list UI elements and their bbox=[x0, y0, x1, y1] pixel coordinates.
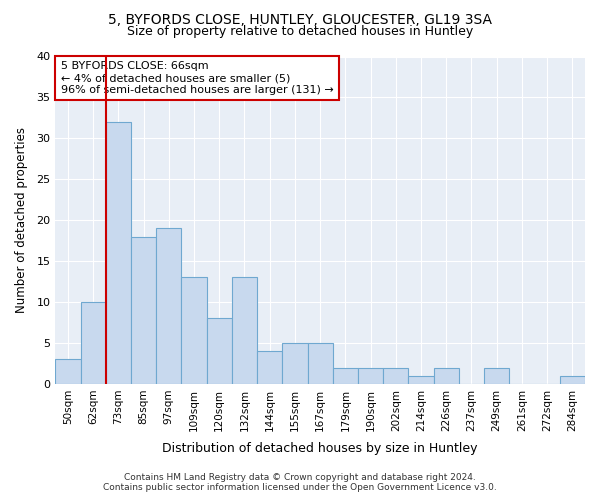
Bar bbox=[106, 122, 131, 384]
Bar bbox=[484, 368, 509, 384]
Text: Size of property relative to detached houses in Huntley: Size of property relative to detached ho… bbox=[127, 25, 473, 38]
Bar bbox=[383, 368, 409, 384]
Bar bbox=[308, 343, 333, 384]
Bar bbox=[358, 368, 383, 384]
Text: 5 BYFORDS CLOSE: 66sqm
← 4% of detached houses are smaller (5)
96% of semi-detac: 5 BYFORDS CLOSE: 66sqm ← 4% of detached … bbox=[61, 62, 334, 94]
Bar bbox=[409, 376, 434, 384]
Text: Contains HM Land Registry data © Crown copyright and database right 2024.
Contai: Contains HM Land Registry data © Crown c… bbox=[103, 473, 497, 492]
Bar bbox=[283, 343, 308, 384]
Text: 5, BYFORDS CLOSE, HUNTLEY, GLOUCESTER, GL19 3SA: 5, BYFORDS CLOSE, HUNTLEY, GLOUCESTER, G… bbox=[108, 12, 492, 26]
Y-axis label: Number of detached properties: Number of detached properties bbox=[15, 127, 28, 313]
Bar bbox=[156, 228, 181, 384]
Bar bbox=[55, 360, 80, 384]
Bar bbox=[232, 278, 257, 384]
X-axis label: Distribution of detached houses by size in Huntley: Distribution of detached houses by size … bbox=[163, 442, 478, 455]
Bar bbox=[181, 278, 206, 384]
Bar bbox=[80, 302, 106, 384]
Bar bbox=[206, 318, 232, 384]
Bar bbox=[333, 368, 358, 384]
Bar bbox=[257, 351, 283, 384]
Bar bbox=[131, 236, 156, 384]
Bar bbox=[434, 368, 459, 384]
Bar bbox=[560, 376, 585, 384]
